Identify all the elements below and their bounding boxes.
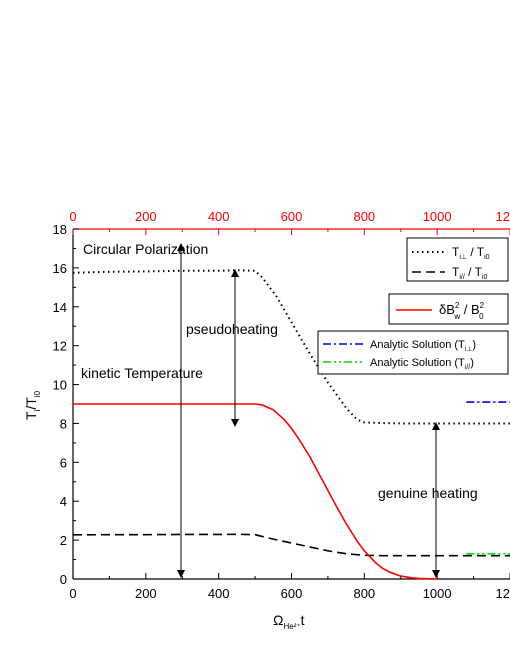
x-label-sub: He²⁺: [283, 622, 300, 631]
x-axis-title: ΩHe²⁺t: [273, 612, 305, 631]
legend-box-wave: [388, 293, 509, 325]
legend-label-perp: Ti⊥ / Ti0: [452, 245, 490, 261]
top-tick-label: 400: [208, 209, 230, 224]
y-tick-label: 14: [53, 300, 67, 315]
top-tick-label: 0: [69, 209, 76, 224]
y-label-sub2: i0: [33, 390, 42, 397]
legend-label-analytic-perp: Analytic Solution (Ti⊥): [370, 339, 476, 353]
chart-title: Circular Polarization: [83, 241, 208, 257]
top-tick-label: 1000: [423, 209, 452, 224]
legend-box-temperatures: [406, 237, 509, 282]
y-tick-label: 16: [53, 261, 67, 276]
y-label-mid: /T: [23, 397, 39, 410]
x-tick-label: 1000: [423, 586, 452, 601]
y-tick-label: 18: [53, 222, 67, 237]
legend-box-analytic: [317, 330, 509, 375]
legend-label-wave: δB2 w / B2 0: [439, 301, 485, 321]
x-tick-label: 12: [496, 586, 510, 601]
top-tick-label: 12: [496, 209, 510, 224]
y-tick-label: 12: [53, 339, 67, 354]
y-tick-label: 8: [60, 416, 67, 431]
x-tick-label: 600: [281, 586, 303, 601]
annotation-pseudoheating: pseudoheating: [186, 321, 278, 337]
x-label-main: Ω: [273, 612, 283, 628]
y-tick-label: 0: [60, 572, 67, 587]
legend-label-par: Ti// / Ti0: [452, 265, 487, 281]
x-label-tail: t: [301, 612, 305, 628]
x-tick-label: 400: [208, 586, 230, 601]
y-tick-label: 6: [60, 455, 67, 470]
x-tick-label: 800: [353, 586, 375, 601]
x-tick-label: 0: [69, 586, 76, 601]
legend-label-analytic-par: Analytic Solution (Ti//): [370, 357, 474, 371]
y-label-main: T: [23, 411, 39, 420]
series-line-1: [72, 533, 510, 557]
annotation-genuine-heating: genuine heating: [378, 485, 478, 501]
series-line-0: [72, 269, 510, 425]
x-tick-label: 200: [135, 586, 157, 601]
top-tick-label: 800: [353, 209, 375, 224]
y-tick-label: 10: [53, 378, 67, 393]
y-label-sub1: i: [33, 409, 42, 411]
y-axis-title: Ti/Ti0: [23, 390, 42, 420]
top-tick-label: 200: [135, 209, 157, 224]
annotation-kinetic-temperature: kinetic Temperature: [81, 365, 203, 381]
y-tick-label: 2: [60, 533, 67, 548]
series-line-2: [73, 403, 438, 580]
y-tick-label: 4: [60, 494, 67, 509]
top-tick-label: 600: [281, 209, 303, 224]
